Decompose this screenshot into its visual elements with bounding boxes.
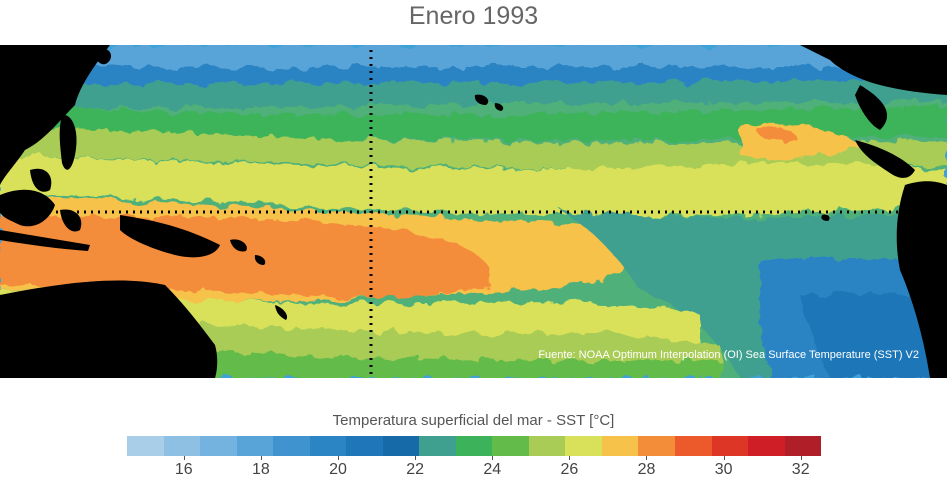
colorbar-tick xyxy=(492,456,494,460)
land xyxy=(0,45,947,378)
colorbar-cell xyxy=(748,436,785,456)
colorbar-tick xyxy=(800,456,802,460)
colorbar-title: Temperatura superficial del mar - SST [°… xyxy=(332,412,615,429)
colorbar-cell xyxy=(565,436,602,456)
colorbar-cell xyxy=(638,436,675,456)
colorbar-cell xyxy=(200,436,237,456)
colorbar-tick xyxy=(569,456,571,460)
colorbar-cell xyxy=(601,436,639,456)
colorbar-tick xyxy=(260,456,262,460)
colorbar-cell xyxy=(273,436,310,456)
reference-lines xyxy=(0,50,947,378)
colorbar-cell xyxy=(784,436,822,456)
colorbar-tick-label: 22 xyxy=(406,461,425,478)
colorbar-cell xyxy=(492,436,529,456)
colorbar-tick-label: 26 xyxy=(560,461,579,478)
colorbar-cell xyxy=(127,436,164,456)
colorbar-tick xyxy=(415,456,417,460)
colorbar-cell xyxy=(455,436,493,456)
colorbar-tick-label: 28 xyxy=(637,461,656,478)
map-title: Enero 1993 xyxy=(408,2,539,30)
colorbar-tick-label: 20 xyxy=(329,461,347,478)
colorbar-cell xyxy=(419,436,456,456)
sst-map xyxy=(0,45,947,378)
colorbar xyxy=(127,436,822,456)
colorbar-cell xyxy=(528,436,566,456)
colorbar-tick-label: 32 xyxy=(791,461,810,478)
colorbar-tick xyxy=(183,456,185,460)
colorbar-tick-label: 16 xyxy=(174,461,193,478)
colorbar-ticks: 16 18 20 22 24 26 28 30 32 xyxy=(0,456,947,480)
colorbar-cell xyxy=(346,436,383,456)
colorbar-tick-label: 18 xyxy=(252,461,270,478)
colorbar-cell xyxy=(674,436,712,456)
source-credit: Fuente: NOAA Optimum Interpolation (OI) … xyxy=(538,349,919,361)
colorbar-tick-label: 30 xyxy=(714,461,733,478)
colorbar-tick xyxy=(723,456,725,460)
colorbar-tick xyxy=(338,456,340,460)
colorbar-cell xyxy=(236,436,274,456)
colorbar-cell xyxy=(711,436,749,456)
colorbar-cell xyxy=(309,436,347,456)
colorbar-tick-label: 24 xyxy=(483,461,502,478)
colorbar-cell xyxy=(382,436,420,456)
colorbar-tick xyxy=(646,456,648,460)
colorbar-cell xyxy=(163,436,201,456)
